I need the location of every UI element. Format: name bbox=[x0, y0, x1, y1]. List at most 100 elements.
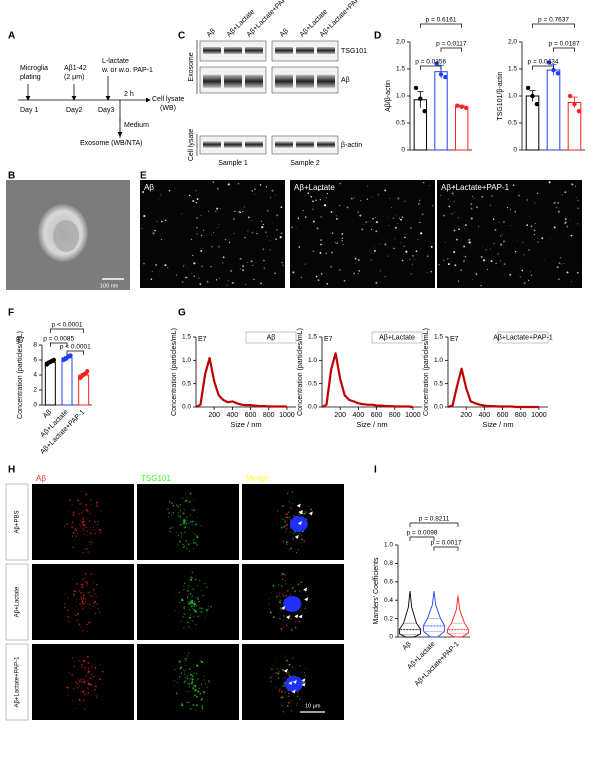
np-dot bbox=[558, 278, 560, 281]
signal-dot bbox=[282, 518, 284, 520]
signal-dot bbox=[269, 608, 271, 610]
signal-dot bbox=[280, 627, 283, 630]
signal-dot bbox=[304, 511, 307, 513]
signal-dot bbox=[191, 520, 194, 523]
np-dot bbox=[292, 271, 295, 274]
signal-dot bbox=[195, 710, 197, 712]
signal-dot bbox=[279, 690, 280, 691]
y-tick-label: 6 bbox=[33, 357, 37, 364]
np-dot bbox=[571, 281, 572, 283]
legend-box bbox=[371, 331, 423, 344]
np-dot bbox=[455, 238, 458, 241]
np-dot bbox=[210, 234, 212, 236]
signal-dot bbox=[167, 508, 169, 510]
arrowhead bbox=[303, 587, 308, 592]
signal-dot bbox=[90, 683, 92, 686]
np-dot bbox=[555, 206, 558, 209]
np-dot bbox=[243, 206, 245, 208]
np-dot bbox=[483, 259, 486, 262]
signal-dot bbox=[78, 623, 81, 626]
signal-dot bbox=[279, 688, 281, 691]
significance-bracket bbox=[419, 65, 442, 70]
signal-dot bbox=[297, 692, 300, 694]
signal-dot bbox=[288, 695, 290, 698]
signal-dot bbox=[285, 541, 288, 544]
signal-dot bbox=[98, 611, 100, 613]
np-dot bbox=[206, 280, 209, 283]
signal-dot bbox=[298, 620, 301, 623]
np-dot bbox=[398, 217, 400, 219]
signal-dot bbox=[195, 695, 198, 698]
np-dot bbox=[397, 223, 399, 224]
signal-dot bbox=[79, 685, 81, 687]
np-dot bbox=[300, 276, 303, 279]
np-dot bbox=[566, 271, 569, 274]
np-dot bbox=[357, 272, 359, 274]
np-label: Aβ bbox=[144, 183, 154, 192]
np-image bbox=[140, 180, 285, 288]
np-dot bbox=[355, 262, 357, 264]
signal-dot bbox=[80, 680, 83, 683]
signal-dot bbox=[167, 516, 170, 518]
np-dot bbox=[503, 221, 505, 223]
np-dot bbox=[557, 201, 560, 204]
np-label: Aβ+Lactate+PAP-1 bbox=[441, 183, 510, 192]
np-dot bbox=[564, 222, 566, 225]
signal-dot bbox=[297, 548, 300, 551]
signal-dot bbox=[280, 618, 282, 620]
signal-dot bbox=[285, 525, 287, 527]
signal-dot bbox=[191, 681, 193, 684]
signal-dot bbox=[83, 533, 85, 535]
signal-dot bbox=[185, 665, 187, 667]
signal-dot bbox=[184, 677, 187, 679]
np-dot bbox=[490, 248, 491, 250]
np-dot bbox=[457, 280, 460, 282]
p-value: p = 0.0187 bbox=[549, 41, 580, 48]
signal-dot bbox=[278, 670, 280, 672]
condition-box bbox=[5, 483, 29, 561]
np-dot bbox=[523, 254, 525, 256]
signal-dot bbox=[194, 685, 197, 688]
np-dot bbox=[565, 221, 567, 223]
y-tick-label: 0.6 bbox=[384, 579, 393, 586]
np-dot bbox=[544, 259, 545, 261]
signal-dot bbox=[176, 532, 177, 533]
np-dot bbox=[239, 257, 242, 260]
signal-dot bbox=[286, 659, 288, 662]
signal-dot bbox=[308, 505, 310, 507]
np-dot bbox=[245, 283, 247, 285]
signal-dot bbox=[85, 621, 87, 623]
signal-dot bbox=[192, 541, 195, 544]
signal-dot bbox=[192, 524, 194, 526]
signal-dot bbox=[280, 625, 282, 627]
day-label: Day2 bbox=[66, 107, 82, 114]
np-dot bbox=[160, 194, 162, 196]
np-dot bbox=[553, 226, 556, 229]
signal-dot bbox=[186, 547, 188, 550]
np-dot bbox=[261, 226, 264, 229]
np-dot bbox=[451, 192, 454, 195]
data-point bbox=[572, 101, 577, 107]
signal-dot bbox=[185, 522, 187, 525]
np-dot bbox=[485, 249, 487, 251]
signal-dot bbox=[186, 597, 188, 599]
y-tick-label: 0 bbox=[389, 634, 393, 641]
signal-dot bbox=[303, 611, 305, 613]
signal-dot bbox=[78, 680, 81, 682]
signal-dot bbox=[92, 529, 94, 531]
size-distribution bbox=[447, 367, 539, 409]
signal-dot bbox=[205, 608, 208, 611]
signal-dot bbox=[67, 620, 70, 623]
signal-dot bbox=[289, 593, 292, 596]
band-label: TSG101 bbox=[341, 48, 367, 55]
signal-dot bbox=[187, 701, 190, 704]
np-dot bbox=[312, 250, 315, 253]
np-dot bbox=[388, 216, 389, 218]
signal-dot bbox=[87, 705, 89, 707]
signal-dot bbox=[198, 661, 200, 663]
signal-dot bbox=[87, 670, 90, 673]
signal-dot bbox=[191, 531, 193, 533]
signal-dot bbox=[80, 596, 82, 598]
signal-dot bbox=[80, 598, 83, 600]
signal-dot bbox=[191, 542, 193, 544]
